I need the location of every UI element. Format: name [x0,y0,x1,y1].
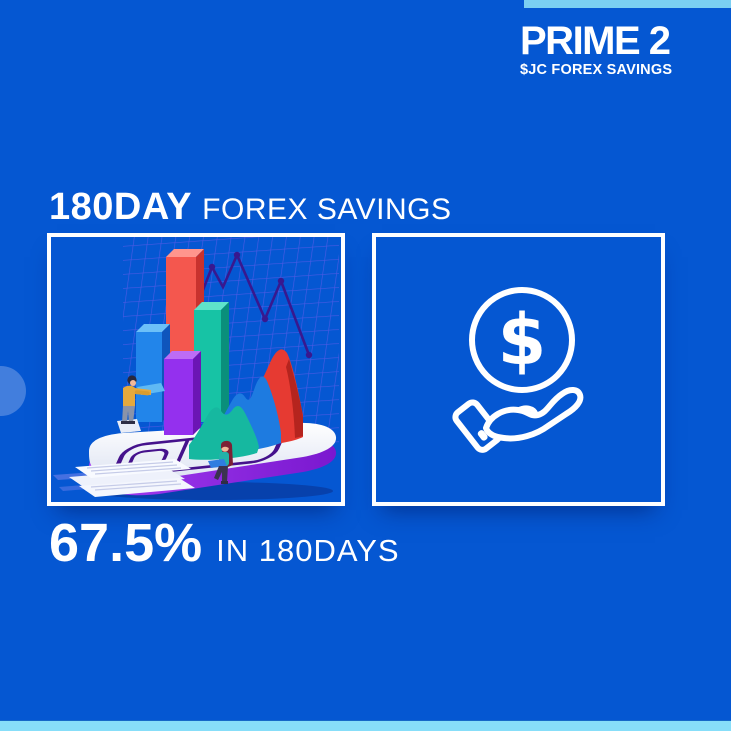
heading-label: FOREX SAVINGS [202,193,452,226]
stat-value: 67.5% [49,513,203,573]
brand-block: PRIME 2 $JC FOREX SAVINGS [520,21,672,78]
isometric-charts-illustration [53,237,339,500]
brand-title: PRIME 2 [520,19,671,63]
hand-holding-dollar-icon: $ [451,286,583,453]
bottom-accent-strip [0,720,731,731]
dollar-card: $ [372,233,665,506]
paper-stack [53,459,195,497]
stat-caption: IN 180DAYS [216,533,400,568]
person-sitting [208,440,233,484]
trend-line [199,251,313,359]
bar-purple [164,351,201,435]
chart-illustration-card [47,233,345,506]
dollar-symbol: $ [497,299,546,381]
coin-circle [468,286,575,393]
sleeve [451,398,502,453]
brand-subtitle: $JC FOREX SAVINGS [520,62,673,78]
stat-block: 67.5% IN 180DAYS [49,512,400,574]
hand [451,386,583,453]
palm [482,386,583,441]
decorative-circle [0,366,26,416]
heading-duration: 180DAY [49,186,193,228]
person-standing [117,375,165,433]
finger-curl [515,404,538,416]
top-accent-strip [524,0,731,8]
mountain-teal [189,405,259,460]
section-heading: 180DAY FOREX SAVINGS [49,186,451,229]
